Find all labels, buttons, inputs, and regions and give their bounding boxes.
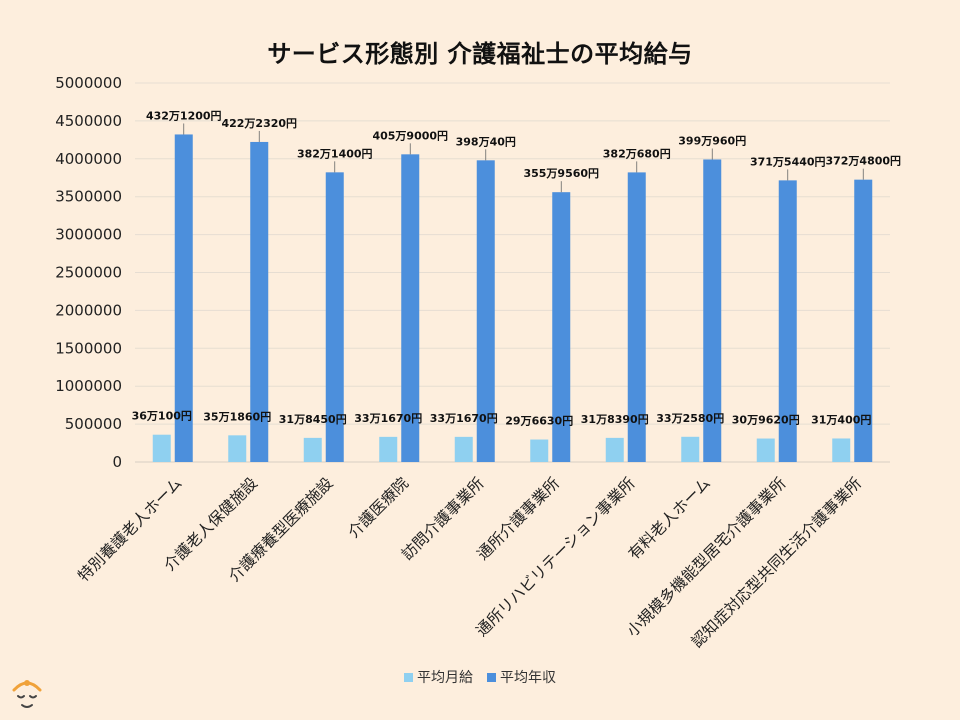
bar-monthly[interactable]: [152, 434, 171, 462]
y-tick-label: 3500000: [55, 188, 122, 206]
data-label-annual: 422万2320円: [221, 117, 297, 130]
bar-monthly[interactable]: [756, 438, 775, 462]
data-label-monthly: 33万1670円: [354, 412, 422, 425]
bars: [152, 134, 873, 463]
bar-annual[interactable]: [401, 154, 420, 462]
data-label-annual: 405万9000円: [372, 129, 448, 142]
data-label-monthly: 31万400円: [811, 413, 871, 426]
data-label-annual: 399万960円: [678, 134, 746, 147]
mascot-logo-icon: [12, 680, 42, 708]
data-labels: 36万100円 432万1200円 35万1860円 422万2320円 31万8450…: [132, 109, 901, 427]
legend: 平均月給 平均年収: [0, 667, 960, 687]
y-tick-label: 4500000: [55, 112, 122, 130]
x-category-label: 認知症対応型共同生活介護事業所: [688, 474, 865, 651]
bar-annual[interactable]: [552, 192, 571, 462]
legend-swatch-annual: [487, 672, 496, 682]
x-category-label: 介護医療院: [344, 473, 412, 541]
bar-monthly[interactable]: [530, 439, 549, 462]
legend-label-annual: 平均年収: [500, 670, 556, 686]
data-label-annual: 382万1400円: [297, 147, 373, 160]
data-label-annual: 398万40円: [456, 135, 516, 148]
bar-monthly[interactable]: [303, 437, 322, 462]
data-label-monthly: 36万100円: [132, 410, 192, 423]
bar-annual[interactable]: [703, 159, 722, 462]
data-label-monthly: 31万8390円: [581, 413, 649, 426]
data-label-annual: 432万1200円: [146, 109, 222, 122]
data-label-annual: 372万4800円: [825, 155, 901, 168]
data-label-monthly: 29万6630円: [505, 415, 573, 428]
data-label-monthly: 33万2580円: [656, 412, 724, 425]
data-label-monthly: 31万8450円: [279, 413, 347, 426]
data-label-monthly: 30万9620円: [732, 414, 800, 427]
y-tick-label: 1500000: [55, 339, 122, 357]
bar-monthly[interactable]: [605, 437, 624, 462]
y-tick-label: 0: [112, 453, 122, 471]
y-tick-label: 2500000: [55, 264, 122, 282]
data-label-monthly: 33万1670円: [430, 412, 498, 425]
bar-annual[interactable]: [627, 172, 646, 462]
y-tick-label: 5000000: [55, 74, 122, 92]
bar-monthly[interactable]: [832, 438, 851, 462]
y-tick-label: 2000000: [55, 301, 122, 319]
legend-swatch-monthly: [404, 672, 413, 682]
bar-annual[interactable]: [854, 179, 873, 462]
data-label-annual: 371万5440円: [750, 155, 826, 168]
legend-item-annual[interactable]: 平均年収: [487, 667, 556, 687]
bar-annual[interactable]: [476, 160, 495, 462]
y-axis-ticks: 0 500000 1000000 1500000 2000000 2500000 30000…: [55, 74, 122, 471]
x-category-label: 通所リハビリテーション事業所: [473, 474, 639, 640]
bar-monthly[interactable]: [228, 435, 247, 462]
bar-annual[interactable]: [174, 134, 193, 462]
legend-item-monthly[interactable]: 平均月給: [404, 667, 473, 687]
data-label-annual: 382万680円: [603, 147, 671, 160]
chart-title: サービス形態別 介護福祉士の平均給与: [267, 40, 693, 68]
x-category-label: 小規模多機能型居宅介護事業所: [623, 474, 789, 640]
legend-label-monthly: 平均月給: [417, 670, 473, 686]
bar-monthly[interactable]: [379, 436, 398, 462]
data-label-monthly: 35万1860円: [203, 410, 271, 423]
bar-annual[interactable]: [325, 172, 344, 462]
data-label-annual: 355万9560円: [523, 167, 599, 180]
bar-monthly[interactable]: [681, 436, 700, 462]
y-tick-label: 4000000: [55, 150, 122, 168]
bar-annual[interactable]: [778, 180, 797, 463]
y-tick-label: 1000000: [55, 377, 122, 395]
y-tick-label: 500000: [65, 415, 122, 433]
y-tick-label: 3000000: [55, 226, 122, 244]
bar-monthly[interactable]: [454, 436, 473, 462]
bar-annual[interactable]: [250, 141, 269, 462]
